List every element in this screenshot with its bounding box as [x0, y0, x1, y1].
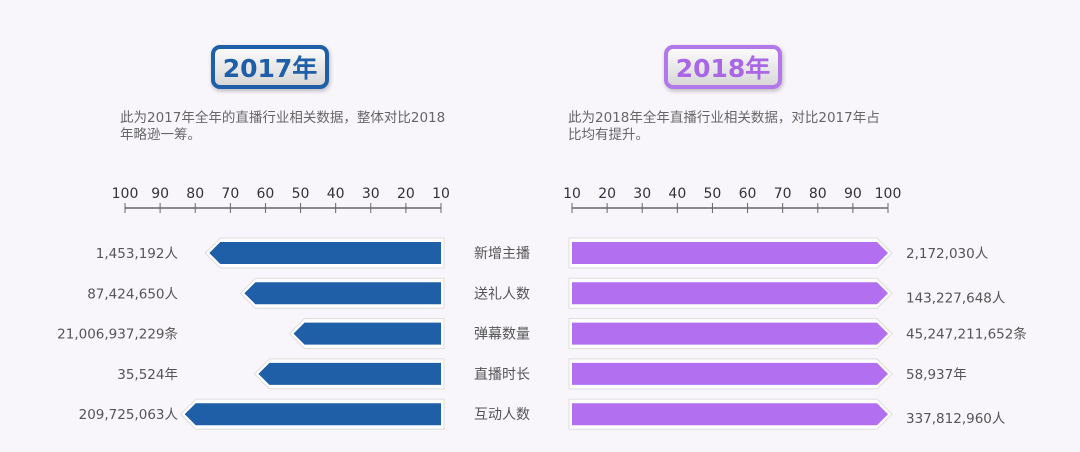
description-2017: 此为2017年全年的直播行业相关数据，整体对比2018年略逊一筹。 — [120, 110, 446, 143]
value-label-2018: 337,812,960人 — [906, 411, 1006, 427]
bar-2018 — [572, 362, 888, 385]
value-label-2017: 35,524年 — [117, 367, 178, 383]
right-axis-tick-label: 10 — [563, 186, 581, 202]
category-label: 互动人数 — [474, 407, 530, 423]
bar-2017 — [258, 362, 441, 385]
value-label-2017: 87,424,650人 — [87, 286, 178, 302]
right-axis-tick-label: 60 — [739, 186, 757, 202]
bar-2017 — [244, 282, 441, 305]
category-label: 弹幕数量 — [474, 327, 530, 343]
left-axis-tick-label: 70 — [221, 186, 239, 202]
value-label-2017: 1,453,192人 — [96, 246, 179, 262]
bar-2018 — [572, 242, 888, 264]
left-axis-tick-label: 20 — [397, 186, 415, 202]
value-label-2018: 2,172,030人 — [906, 246, 989, 262]
right-axis-tick-label: 30 — [633, 186, 651, 202]
category-label: 送礼人数 — [474, 286, 530, 302]
bar-2018 — [572, 322, 888, 345]
value-label-2018: 45,247,211,652条 — [906, 326, 1027, 343]
value-label-2017: 209,725,063人 — [79, 407, 179, 423]
year-badge-2017: 2017年 — [211, 45, 329, 89]
year-badge-2018: 2018年 — [664, 45, 782, 89]
right-axis-tick-label: 90 — [844, 186, 862, 202]
right-axis-tick-label: 80 — [809, 186, 827, 202]
category-label: 新增主播 — [474, 246, 530, 262]
value-label-2018: 58,937年 — [906, 367, 967, 383]
bar-2018 — [572, 282, 888, 305]
right-axis-tick-label: 40 — [668, 186, 686, 202]
left-axis-tick-label: 90 — [151, 186, 169, 202]
bar-2017 — [293, 322, 441, 345]
bar-2017 — [184, 403, 441, 426]
right-axis-tick-label: 50 — [704, 186, 722, 202]
left-axis-tick-label: 60 — [257, 186, 275, 202]
left-axis-tick-label: 30 — [362, 186, 380, 202]
left-axis-tick-label: 40 — [327, 186, 345, 202]
bar-2017 — [209, 242, 441, 264]
left-axis-tick-label: 10 — [432, 186, 450, 202]
value-label-2018: 143,227,648人 — [906, 290, 1006, 306]
right-axis-tick-label: 100 — [875, 186, 902, 202]
left-axis-tick-label: 80 — [186, 186, 204, 202]
right-axis-tick-label: 20 — [598, 186, 616, 202]
right-axis-tick-label: 70 — [774, 186, 792, 202]
category-label: 直播时长 — [474, 366, 530, 383]
left-axis-tick-label: 50 — [292, 186, 310, 202]
description-2018: 此为2018年全年直播行业相关数据，对比2017年占比均有提升。 — [568, 110, 880, 143]
left-axis-tick-label: 100 — [112, 186, 139, 202]
bar-2018 — [572, 403, 888, 426]
value-label-2017: 21,006,937,229条 — [57, 326, 178, 343]
